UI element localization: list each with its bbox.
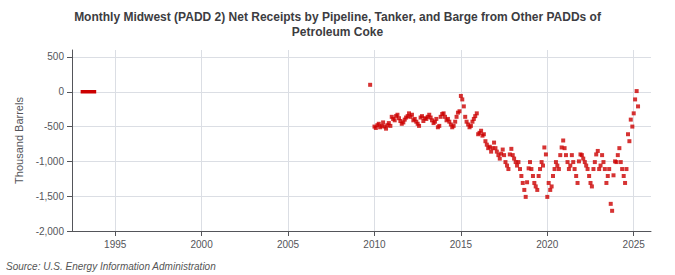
svg-text:2020: 2020 (536, 239, 559, 250)
svg-text:1995: 1995 (104, 239, 127, 250)
svg-text:Monthly Midwest (PADD 2) Net R: Monthly Midwest (PADD 2) Net Receipts by… (74, 10, 602, 24)
svg-text:2010: 2010 (363, 239, 386, 250)
svg-text:2005: 2005 (277, 239, 300, 250)
svg-text:-500: -500 (44, 121, 64, 132)
svg-text:-2,000: -2,000 (36, 226, 65, 237)
svg-text:Petroleum Coke: Petroleum Coke (292, 25, 384, 39)
svg-text:-1,000: -1,000 (36, 156, 65, 167)
svg-text:500: 500 (47, 51, 64, 62)
svg-text:Thousand Barrels: Thousand Barrels (13, 97, 25, 184)
svg-text:Source: U.S. Energy Informatio: Source: U.S. Energy Information Administ… (6, 261, 216, 272)
svg-text:0: 0 (58, 86, 64, 97)
svg-text:2025: 2025 (623, 239, 646, 250)
svg-text:2000: 2000 (191, 239, 214, 250)
svg-text:2015: 2015 (450, 239, 473, 250)
svg-text:-1,500: -1,500 (36, 191, 65, 202)
